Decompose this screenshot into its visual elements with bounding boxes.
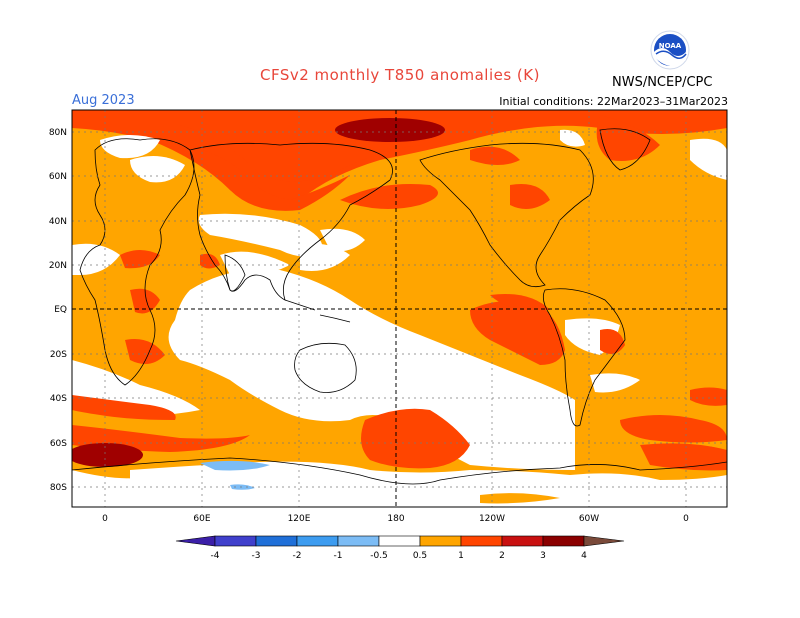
colorbar-label: -2 xyxy=(293,551,302,561)
colorbar-label: 2 xyxy=(499,551,505,561)
colorbar-label: -0.5 xyxy=(370,551,388,561)
colorbar-label: -3 xyxy=(252,551,261,561)
anomaly-field xyxy=(72,110,727,507)
agency-label: NWS/NCEP/CPC xyxy=(612,75,713,90)
lon-label: 120E xyxy=(288,514,311,524)
lon-label: 0 xyxy=(102,514,108,524)
colorbar-label: -1 xyxy=(334,551,343,561)
lat-label: 20S xyxy=(50,350,67,360)
lon-label: 60W xyxy=(579,514,599,524)
lon-label: 180 xyxy=(387,514,404,524)
lon-label: 120W xyxy=(479,514,505,524)
lat-label: 40N xyxy=(49,217,67,227)
lat-label: 80S xyxy=(50,483,67,493)
colorbar-label: 1 xyxy=(458,551,464,561)
forecast-period: Aug 2023 xyxy=(72,93,135,108)
noaa-logo-icon: NOAA xyxy=(650,30,690,70)
chart-title: CFSv2 monthly T850 anomalies (K) xyxy=(260,66,540,84)
lat-label: 20N xyxy=(49,261,67,271)
colorbar-label: -4 xyxy=(211,551,220,561)
lat-labels: 80N 60N 40N 20N EQ 20S 40S 60S 80S xyxy=(49,128,67,493)
colorbar xyxy=(175,535,625,547)
lat-label: 60S xyxy=(50,439,67,449)
colorbar-label: 0.5 xyxy=(413,551,427,561)
reference-lines xyxy=(72,110,727,507)
colorbar-label: 4 xyxy=(581,551,587,561)
lat-label: 80N xyxy=(49,128,67,138)
lat-label: 40S xyxy=(50,394,67,404)
lat-label: EQ xyxy=(54,305,67,315)
lon-label: 60E xyxy=(193,514,210,524)
lat-label: 60N xyxy=(49,172,67,182)
colorbar-labels: -4 -3 -2 -1 -0.5 0.5 1 2 3 4 xyxy=(211,551,588,561)
initial-conditions: Initial conditions: 22Mar2023–31Mar2023 xyxy=(499,95,728,108)
lon-label: 0 xyxy=(683,514,689,524)
logo-text: NOAA xyxy=(659,42,682,50)
lon-labels: 0 60E 120E 180 120W 60W 0 xyxy=(102,514,689,524)
colorbar-label: 3 xyxy=(540,551,546,561)
map-frame xyxy=(71,109,728,508)
